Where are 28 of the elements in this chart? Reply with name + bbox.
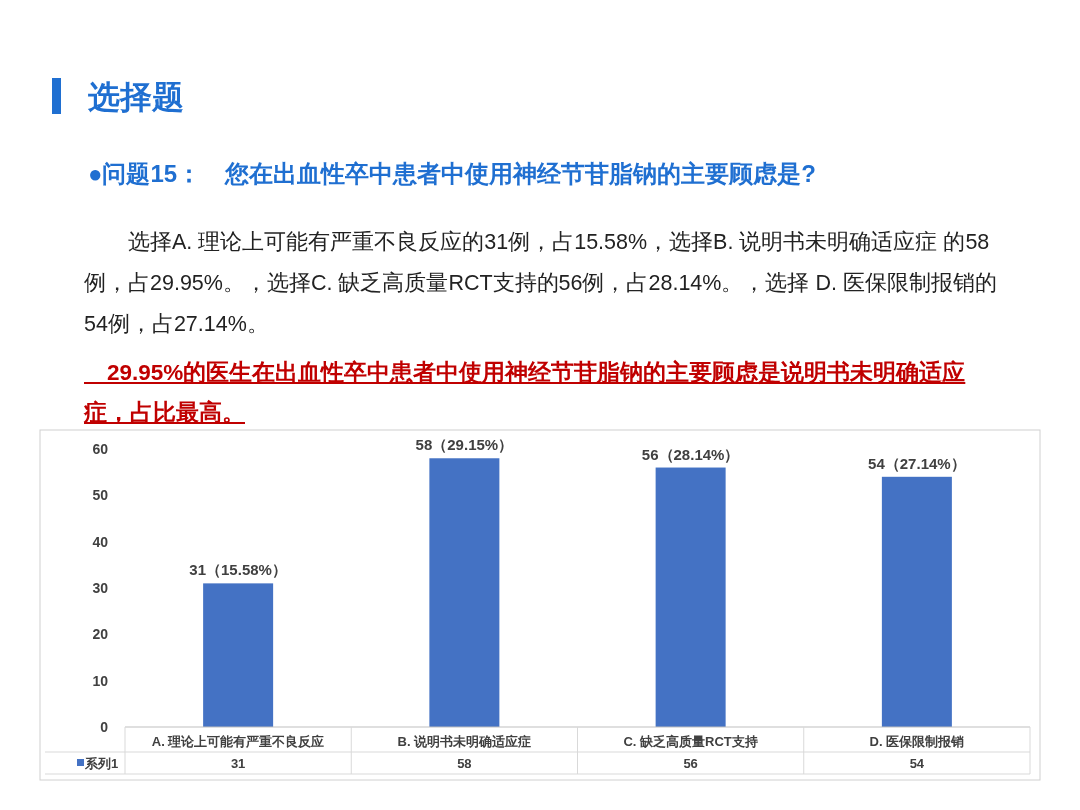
x-tick-label: B. 说明书未明确适应症 [397, 734, 532, 749]
annotation: 56（28.14%） [641, 445, 740, 463]
y-tick-label: 10 [92, 672, 109, 689]
annotation: 31（15.58%） [189, 561, 287, 579]
y-tick-label: 20 [92, 626, 109, 643]
annotation: 58（29.15%） [415, 436, 514, 454]
annotation: 54（27.14%） [868, 454, 966, 472]
bar [881, 476, 952, 727]
data-label: 56 [683, 756, 698, 771]
data-label: 54 [909, 756, 925, 771]
data-label: 31 [230, 756, 246, 771]
chart-subtitle: ●问题15： 您在出血性卒中患者中使用神经节苷脂钠的主要顾虑是? [88, 159, 816, 189]
y-tick-label: 0 [100, 719, 109, 735]
bar [655, 467, 726, 727]
x-tick-label: A. 理论上可能有严重不良反应 [151, 734, 325, 749]
y-tick-label: 30 [92, 580, 109, 596]
bar [203, 583, 274, 727]
chart-title: 选择题 [88, 78, 184, 117]
data-label: 58 [457, 756, 472, 771]
x-tick-label: C. 缺乏高质量RCT支持 [623, 734, 758, 749]
text: 29.95%的医生在出血性卒中患者中使用神经节苷脂钠的主要顾虑是说明书未明确适应症，占比最高。 [84, 359, 967, 427]
y-tick-label: 40 [92, 533, 109, 550]
y-tick-label: 60 [92, 441, 109, 457]
y-tick-label: 50 [92, 487, 109, 504]
text: 选择A. 理论上可能有严重不良反应的31例，占15.58%，选择B. 说明书未明确适应症 的58例，占29.95%。，选择C. 缺乏高质量RCT支持的56例，占28.14%。，选择 D. 医保限制报销的54例，占27.14%。 [84, 229, 998, 338]
x-tick-label: D. 医保限制报销 [869, 734, 965, 749]
bar [429, 458, 500, 727]
legend-label: 系列1 [84, 756, 119, 771]
